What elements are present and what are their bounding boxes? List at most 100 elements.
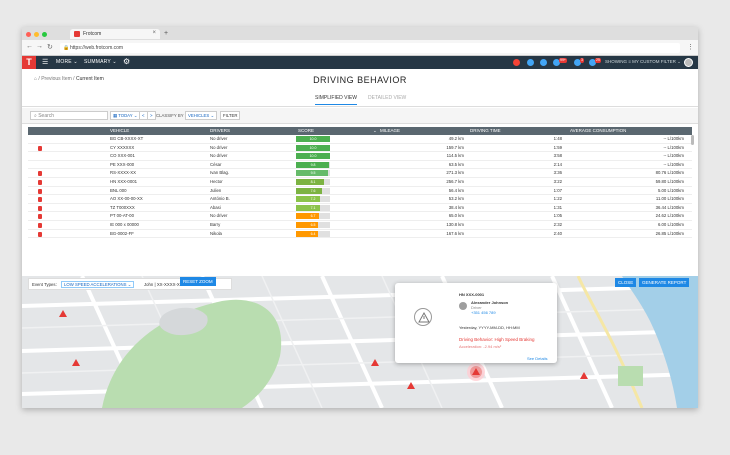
close-tab-icon[interactable]: × — [152, 30, 156, 36]
custom-filter-selector[interactable]: SHOWING ≡ MY CUSTOM FILTER ⌄ — [605, 59, 681, 64]
close-button[interactable]: CLOSE — [615, 278, 637, 287]
next-day-button[interactable]: > — [147, 111, 156, 120]
home-icon[interactable]: ⌂ — [34, 76, 38, 82]
task-icon[interactable] — [589, 59, 596, 66]
score-value: 9.8 — [310, 162, 316, 167]
pdf-icon[interactable] — [38, 179, 42, 185]
avatar[interactable] — [684, 58, 693, 67]
generate-report-button[interactable]: GENERATE REPORT — [639, 278, 690, 287]
selected-event-icon[interactable] — [472, 368, 480, 375]
cell-mileage: 130.8 km — [446, 221, 464, 227]
new-tab-icon[interactable]: + — [164, 30, 169, 37]
cell-driver: No driver — [210, 153, 228, 159]
pdf-icon[interactable] — [38, 171, 42, 177]
event-warning-icon[interactable] — [580, 372, 588, 379]
event-warning-icon[interactable] — [72, 359, 80, 366]
pdf-icon[interactable] — [38, 188, 42, 194]
table-row[interactable]: AO XX-00-00-XX António B. 7.2 53.2 km 1:22 11… — [28, 195, 692, 204]
message-icon[interactable] — [574, 59, 581, 66]
table-row[interactable]: TZ T000XXX Abasi 7.1 38.4 km 1:31 36.44 L/100… — [28, 204, 692, 213]
pdf-icon[interactable] — [38, 214, 42, 220]
cell-vehicle: HN XXX-0001 — [110, 178, 137, 184]
classify-dropdown[interactable]: VEHICLES ⌄ — [185, 111, 218, 120]
event-datetime: Yesterday, YYYY-MM-DD, HH:MM — [459, 325, 520, 330]
score-fill — [296, 187, 322, 194]
breadcrumb-prev[interactable]: Previous Item — [41, 76, 72, 82]
cell-vehicle: AO XX-00-00-XX — [110, 196, 143, 202]
cell-driver: Abasi — [210, 204, 221, 210]
logo[interactable]: T — [22, 56, 36, 69]
table-row[interactable]: PE XXX-000 César 9.8 63.5 km 2:14 -- L/100km — [28, 161, 692, 170]
cell-driving-time: 2:32 — [553, 221, 562, 227]
cell-mileage: 56.4 km — [448, 187, 464, 193]
table-row[interactable]: BNL 000 Julien 7.6 56.4 km 1:07 5.00 L/100km — [28, 187, 692, 196]
maximize-dot[interactable] — [42, 32, 47, 37]
search-input[interactable]: ⌕ Search — [30, 111, 108, 120]
event-type-dropdown[interactable]: LOW SPEED ACCELERATIONS ⌄ — [61, 281, 135, 288]
event-warning-icon[interactable] — [371, 359, 379, 366]
more-label: MORE — [56, 59, 72, 65]
chat-icon[interactable] — [527, 59, 534, 66]
pdf-icon[interactable] — [38, 205, 42, 211]
hamburger-icon[interactable]: ☰ — [42, 59, 49, 66]
browser-tab[interactable]: Frotcom × — [70, 29, 160, 39]
pdf-icon[interactable] — [38, 197, 42, 203]
table-row[interactable]: CO XXX-001 No driver 10.0 114.5 km 3:58 -- L/… — [28, 152, 692, 161]
driver-phone[interactable]: +351 456 789 — [471, 310, 496, 315]
table-row[interactable]: CY XXXXXX No driver 10.0 159.7 km 1:59 -- L/1… — [28, 144, 692, 153]
filter-button[interactable]: FILTER — [220, 111, 241, 120]
gear-icon[interactable]: ⚙ — [123, 57, 131, 66]
col-drivers[interactable]: DRIVERS — [210, 128, 231, 133]
col-vehicle[interactable]: VEHICLE — [110, 128, 130, 133]
table-row[interactable]: HN XXX-0001 Hector 8.1 256.7 km 3:22 59.80 L/… — [28, 178, 692, 187]
cell-consumption: 26.85 L/100km — [655, 230, 684, 236]
browser-menu-icon[interactable]: ⋮ — [687, 44, 694, 51]
filter-bar: ⌕ Search ▦ TODAY ⌄ < > CLASSIFY BY VEHIC… — [22, 108, 698, 124]
table-row[interactable]: IE 000 x 00000 Barry 6.5 130.8 km 2:32 6.00 L… — [28, 221, 692, 230]
tab-detailed-view[interactable]: DETAILED VIEW — [368, 95, 407, 101]
url-input[interactable]: 🔒 https://web.frotcom.com — [60, 43, 680, 53]
map[interactable]: Event Types: LOW SPEED ACCELERATIONS ⌄ J… — [22, 276, 698, 408]
score-value: 6.7 — [310, 214, 316, 219]
more-menu[interactable]: MORE ⌄ — [56, 59, 78, 65]
table-row[interactable]: PT 00-AT-00 No driver 6.7 65.0 km 1:05 24.62 … — [28, 212, 692, 221]
score-fill — [296, 230, 318, 237]
scrollbar[interactable] — [691, 135, 694, 145]
pdf-icon[interactable] — [38, 145, 42, 151]
col-avg-consumption[interactable]: AVERAGE CONSUMPTION — [570, 128, 627, 133]
notification-icon[interactable] — [553, 59, 560, 66]
pdf-icon[interactable] — [38, 222, 42, 228]
cell-mileage: 38.4 km — [448, 204, 464, 210]
score-bar: 6.4 — [296, 230, 330, 237]
score-fill — [296, 170, 329, 177]
event-warning-icon[interactable] — [59, 310, 67, 317]
reload-icon[interactable]: ↻ — [47, 44, 53, 51]
cell-consumption: 5.00 L/100km — [657, 187, 684, 193]
forward-icon[interactable]: → — [36, 43, 43, 50]
event-warning-icon[interactable] — [407, 382, 415, 389]
score-value: 8.1 — [310, 179, 316, 184]
table-row[interactable]: BG-0002-FF Nikola 6.4 167.6 km 2:40 26.85 L/1… — [28, 230, 692, 239]
close-dot[interactable] — [26, 32, 31, 37]
reset-zoom-button[interactable]: RESET ZOOM — [180, 277, 216, 286]
col-mileage[interactable]: MILEAGE — [380, 128, 401, 133]
mail-icon[interactable] — [540, 59, 547, 66]
pdf-icon[interactable] — [38, 231, 42, 237]
back-icon[interactable]: ← — [26, 43, 33, 50]
summary-menu[interactable]: SUMMARY ⌄ — [84, 59, 117, 65]
date-dropdown[interactable]: ▦ TODAY ⌄ — [110, 111, 141, 120]
sort-down-icon[interactable]: ⌄ — [373, 128, 377, 133]
table-row[interactable]: BG CB-XXXX-XT No driver 10.0 49.2 km 1:48 -- … — [28, 135, 692, 144]
col-score[interactable]: SCORE — [298, 128, 315, 133]
score-fill — [296, 144, 330, 151]
cell-consumption: 36.44 L/100km — [655, 204, 684, 210]
cell-mileage: 256.7 km — [446, 178, 464, 184]
cell-consumption: 11.00 L/100km — [655, 196, 684, 202]
alert-icon[interactable] — [513, 59, 520, 66]
minimize-dot[interactable] — [34, 32, 39, 37]
col-driving-time[interactable]: DRIVING TIME — [470, 128, 501, 133]
score-fill — [296, 213, 319, 220]
see-details-link[interactable]: See Details — [527, 356, 548, 361]
tab-simplified-view[interactable]: SIMPLIFIED VIEW — [315, 95, 357, 105]
table-row[interactable]: RS-XXXX-XX Ivan Blag. 9.5 271.3 km 3:36 80.76… — [28, 169, 692, 178]
